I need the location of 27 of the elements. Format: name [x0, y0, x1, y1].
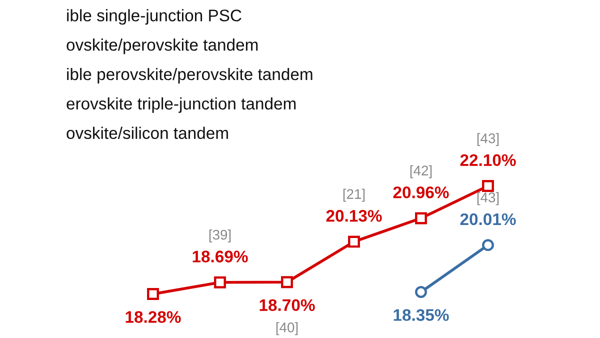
data-label: 22.10% — [460, 154, 516, 166]
text: ovskite/perovskite tandem — [66, 38, 258, 54]
data-label: 18.35% — [394, 309, 449, 321]
text: ible perovskite/perovskite tandem — [67, 68, 312, 84]
point — [147, 288, 159, 300]
point — [415, 212, 427, 224]
data-label: 20.13% — [326, 210, 382, 222]
annotation: [40] — [276, 322, 298, 336]
data-label: 20.01% — [460, 213, 516, 226]
annotation: [39] — [209, 229, 231, 242]
point — [348, 236, 360, 248]
text: ovskite/silicon tandem — [66, 126, 228, 139]
point — [482, 180, 494, 192]
data-label: 20.96% — [393, 186, 449, 198]
annotation: [43] — [477, 192, 499, 206]
data-label: 18.28% — [126, 311, 181, 323]
data-label: 18.70% — [260, 299, 315, 312]
annotation: [21] — [343, 188, 365, 202]
point — [482, 239, 494, 252]
text: erovskite triple-junction tandem — [66, 97, 296, 113]
point — [214, 276, 226, 288]
annotation: [43] — [477, 133, 499, 146]
annotation: [42] — [410, 165, 432, 178]
point — [281, 276, 293, 288]
text: ible single-junction PSC — [67, 9, 242, 25]
data-label: 18.69% — [192, 250, 248, 262]
point — [415, 286, 427, 298]
